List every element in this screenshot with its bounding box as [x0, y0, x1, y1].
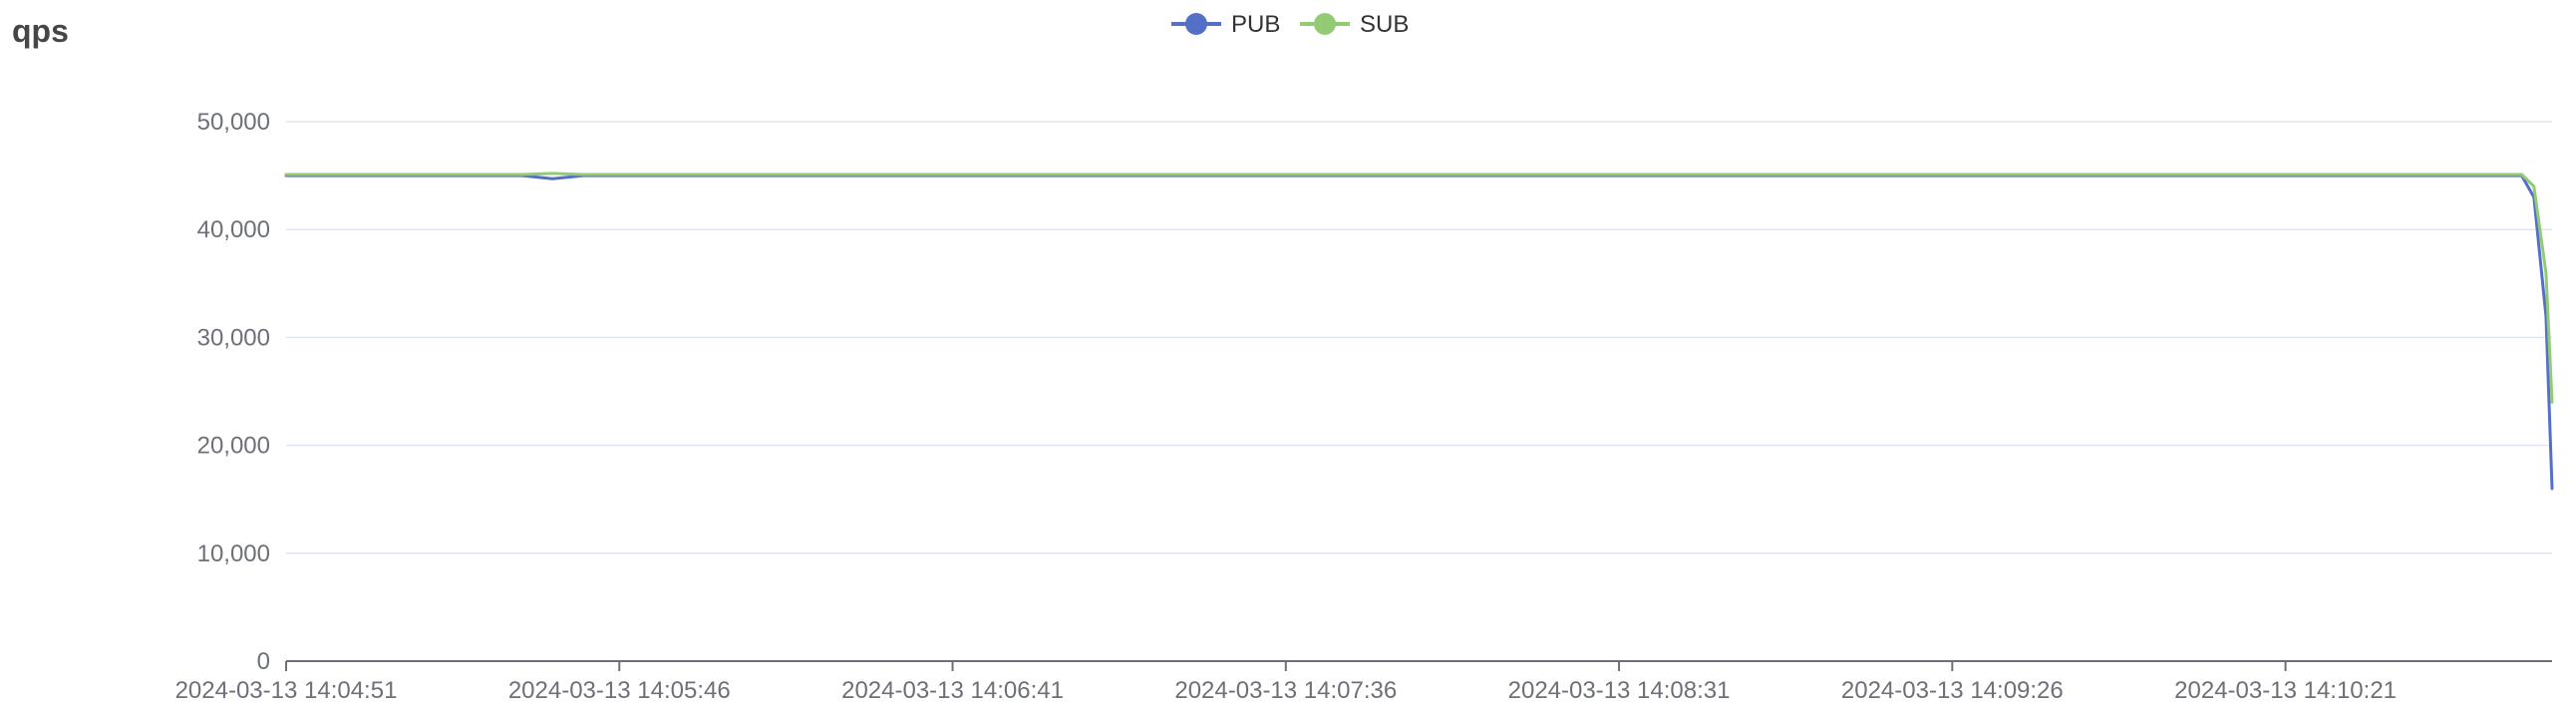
- x-axis: 2024-03-13 14:04:51 2024-03-13 14:05:46 20…: [175, 660, 2552, 704]
- chart-title: qps: [12, 13, 69, 49]
- series-line-sub: [284, 172, 2554, 404]
- legend[interactable]: PUB SUB: [1171, 11, 1409, 38]
- y-tick-label: 50,000: [197, 109, 270, 136]
- series-layer: [284, 172, 2554, 491]
- y-tick-label: 30,000: [197, 324, 270, 351]
- y-axis: 0 10,000 20,000 30,000 40,000 50,000: [197, 109, 270, 675]
- y-tick-label: 10,000: [197, 540, 270, 567]
- legend-marker-icon: [1185, 13, 1207, 35]
- x-tick-label: 2024-03-13 14:07:36: [1174, 677, 1397, 704]
- y-tick-label: 0: [257, 648, 270, 675]
- legend-label: SUB: [1360, 11, 1409, 38]
- x-tick-label: 2024-03-13 14:06:41: [841, 677, 1064, 704]
- y-tick-label: 20,000: [197, 433, 270, 460]
- x-tick-label: 2024-03-13 14:09:26: [1841, 677, 2064, 704]
- legend-marker-icon: [1314, 13, 1336, 35]
- x-tick-label: 2024-03-13 14:05:46: [508, 677, 731, 704]
- y-tick-label: 40,000: [197, 216, 270, 243]
- x-tick-label: 2024-03-13 14:10:21: [2174, 677, 2397, 704]
- legend-item-sub[interactable]: SUB: [1300, 11, 1409, 38]
- legend-item-pub[interactable]: PUB: [1171, 11, 1280, 38]
- x-tick-label: 2024-03-13 14:04:51: [175, 677, 398, 704]
- legend-label: PUB: [1231, 11, 1280, 38]
- grid-lines: [286, 121, 2552, 554]
- series-line-pub: [284, 174, 2554, 491]
- x-tick-label: 2024-03-13 14:08:31: [1508, 677, 1731, 704]
